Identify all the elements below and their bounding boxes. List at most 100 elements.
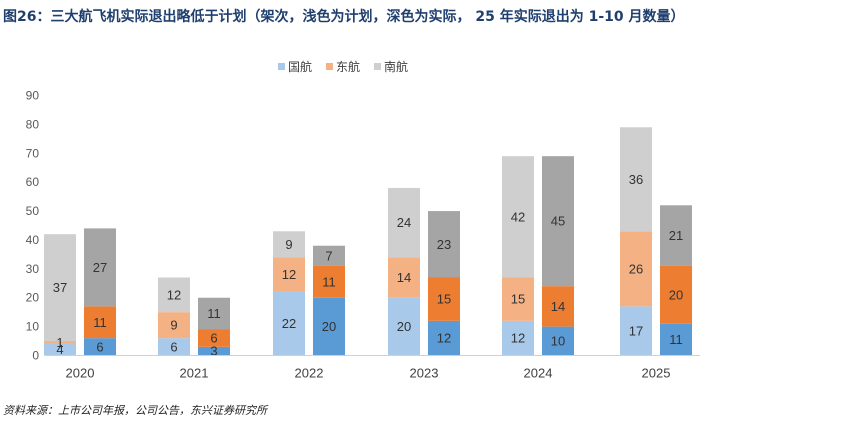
y-tick-label: 80: [26, 117, 40, 131]
data-label: 37: [53, 280, 67, 295]
data-label: 20: [397, 319, 411, 334]
data-label: 45: [551, 214, 565, 229]
bar-segment: [313, 245, 345, 266]
figure-title: 图26：三大航飞机实际退出略低于计划（架次，浅色为计划，深色为实际， 25 年实…: [3, 9, 685, 25]
data-label: 27: [93, 260, 107, 275]
legend-label: 东航: [336, 59, 360, 74]
data-label: 23: [437, 237, 451, 252]
bar-segment: [84, 306, 116, 339]
chart-legend: 国航 东航 南航: [278, 59, 408, 74]
bar-segment: [273, 291, 305, 356]
data-label: 36: [629, 172, 643, 187]
data-label: 11: [93, 315, 107, 330]
data-label: 6: [210, 331, 217, 346]
data-label: 12: [167, 287, 181, 302]
x-tick-label: 2022: [295, 366, 324, 381]
data-label: 14: [551, 299, 565, 314]
data-label: 15: [437, 292, 451, 307]
bar-segment: [660, 323, 692, 356]
legend-label: 国航: [288, 59, 312, 74]
data-label: 6: [170, 339, 177, 354]
data-label: 11: [669, 332, 683, 347]
x-tick-label: 2024: [524, 366, 553, 381]
data-label: 22: [282, 316, 296, 331]
data-label: 17: [629, 323, 643, 338]
bar-segment: [542, 286, 574, 327]
bar-segment: [620, 306, 652, 356]
data-label: 6: [96, 339, 103, 354]
data-label: 12: [437, 331, 451, 346]
bar-segment: [158, 312, 190, 339]
bar-segment: [660, 205, 692, 266]
bar-segment: [502, 277, 534, 321]
legend-label: 南航: [384, 59, 408, 74]
x-tick-label: 2025: [642, 366, 671, 381]
bar-segment: [84, 228, 116, 307]
bar-segment: [502, 320, 534, 356]
y-tick-label: 40: [26, 233, 40, 247]
data-label: 21: [669, 228, 683, 243]
bar-segment: [44, 341, 76, 344]
y-tick-label: 30: [26, 262, 40, 276]
bar-segment: [660, 265, 692, 324]
bar-segment: [158, 338, 190, 356]
bar-segment: [428, 211, 460, 278]
y-tick-label: 60: [26, 175, 40, 189]
bar-segment: [198, 329, 230, 347]
data-label: 11: [322, 274, 336, 289]
legend-swatch: [278, 63, 285, 70]
data-label: 20: [322, 319, 336, 334]
bar-segment: [620, 127, 652, 232]
x-tick-label: 2020: [66, 366, 95, 381]
data-label: 11: [207, 306, 221, 321]
bar-segment: [313, 297, 345, 356]
x-tick-label: 2023: [410, 366, 439, 381]
bar-segment: [388, 297, 420, 356]
y-tick-label: 10: [26, 320, 40, 334]
legend-swatch: [374, 63, 381, 70]
bar-segment: [273, 231, 305, 258]
bar-segment: [542, 326, 574, 356]
y-tick-label: 0: [32, 349, 39, 363]
bar-segment: [388, 187, 420, 258]
bar-segment: [502, 156, 534, 278]
y-tick-label: 90: [26, 89, 40, 103]
data-label: 15: [511, 292, 525, 307]
data-label: 14: [397, 270, 411, 285]
bar-segment: [542, 156, 574, 287]
bar-segment: [84, 338, 116, 356]
y-tick-label: 70: [26, 146, 40, 160]
data-label: 1: [56, 335, 63, 350]
source-note: 资料来源：上市公司年报，公司公告，东兴证券研究所: [3, 404, 267, 417]
bar-segment: [44, 343, 76, 356]
bar-segment: [198, 297, 230, 330]
data-label: 12: [511, 331, 525, 346]
data-labels: 4137611276912361122129201172014241215231…: [53, 172, 683, 359]
bar-segment: [198, 346, 230, 356]
bar-segment: [158, 277, 190, 313]
x-axis: 2020 2021 2022 2023 2024 2025: [45, 355, 700, 381]
legend-swatch: [326, 63, 333, 70]
y-axis: 0 10 20 30 40 50 60 70 80 90: [26, 89, 40, 363]
bar-segment: [44, 234, 76, 342]
y-tick-label: 50: [26, 204, 40, 218]
x-tick-label: 2021: [180, 366, 209, 381]
bar-segment: [428, 277, 460, 321]
bar-segment: [313, 265, 345, 298]
data-label: 9: [170, 318, 177, 333]
data-label: 20: [669, 287, 683, 302]
data-label: 26: [629, 261, 643, 276]
data-label: 9: [285, 237, 292, 252]
data-label: 24: [397, 215, 411, 230]
data-label: 10: [551, 334, 565, 349]
data-label: 42: [511, 209, 525, 224]
bar-segment: [428, 320, 460, 356]
data-label: 3: [210, 344, 217, 359]
data-label: 7: [325, 248, 332, 263]
data-label: 12: [282, 267, 296, 282]
data-label: 4: [56, 342, 63, 357]
bar-series: [44, 127, 692, 356]
bar-segment: [620, 231, 652, 307]
bar-segment: [273, 257, 305, 292]
